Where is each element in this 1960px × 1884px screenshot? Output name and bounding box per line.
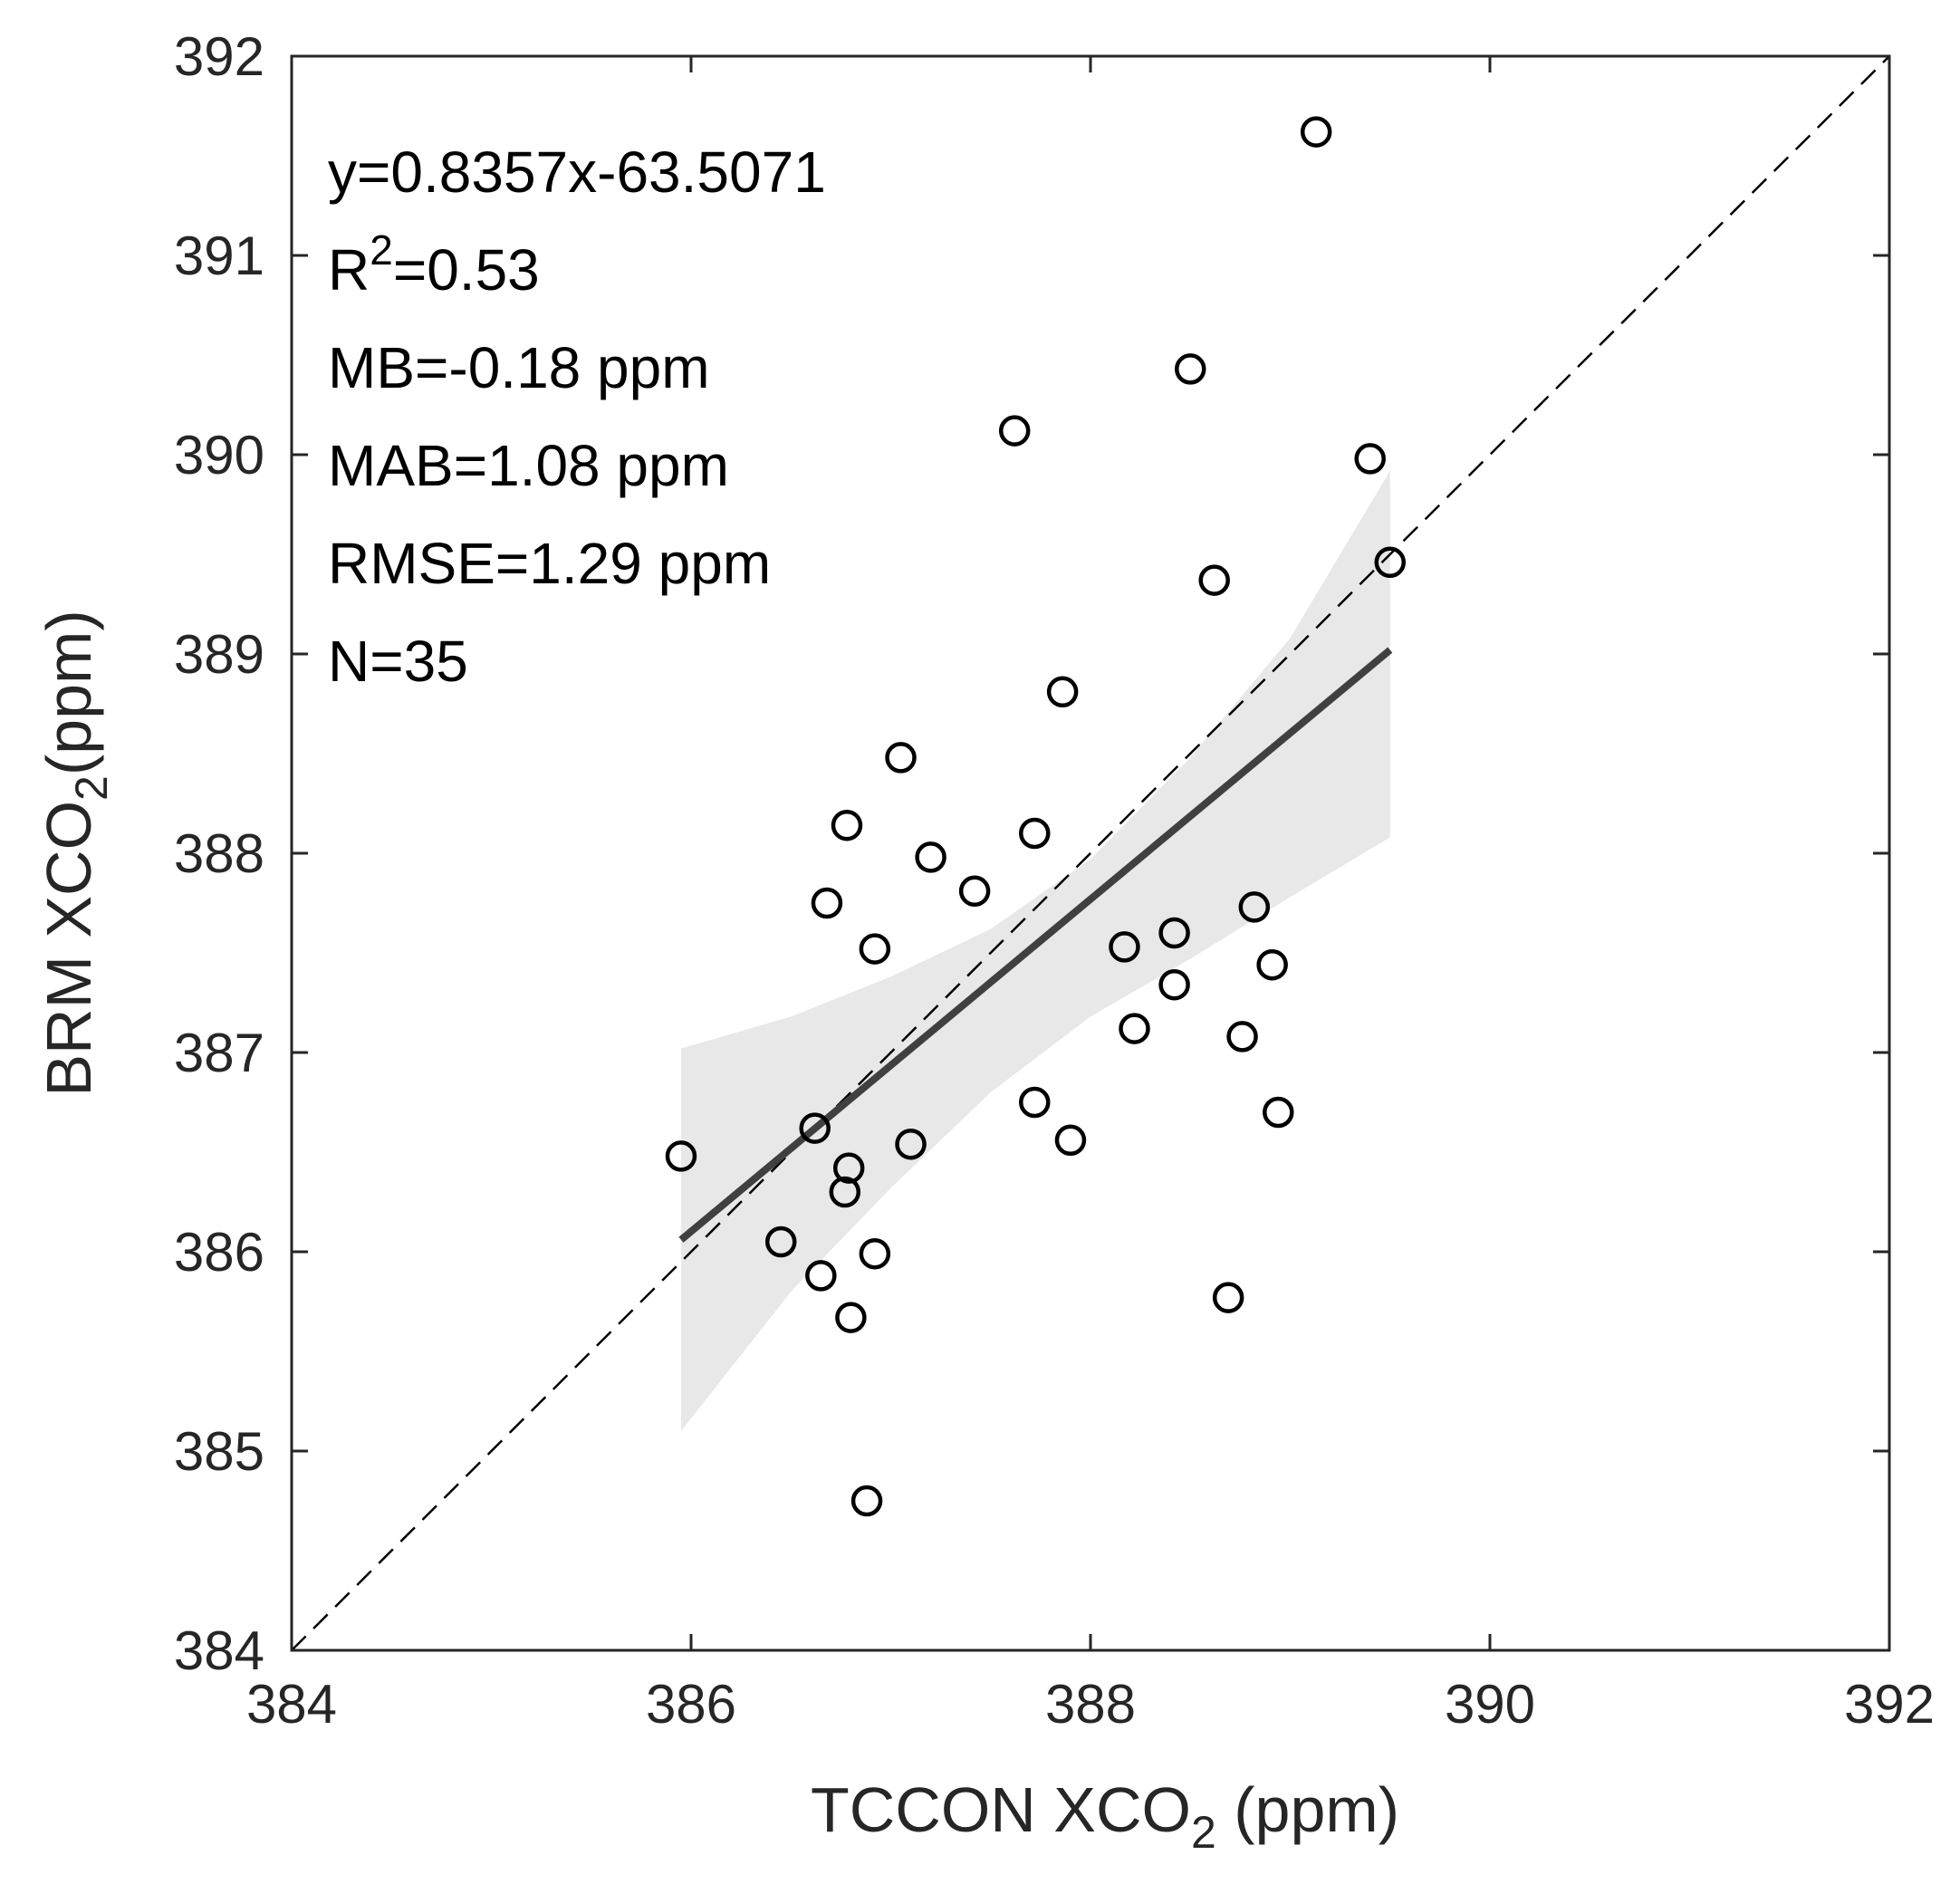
y-tick-label: 385 bbox=[174, 1421, 264, 1482]
scatter-point bbox=[1300, 116, 1332, 148]
stats-r2-value: =0.53 bbox=[393, 237, 540, 303]
scatter-point bbox=[1354, 443, 1386, 475]
scatter-point bbox=[1019, 1086, 1051, 1119]
y-tick-label: 386 bbox=[174, 1222, 264, 1283]
scatter-point bbox=[859, 933, 891, 965]
scatter-point bbox=[835, 1302, 867, 1333]
y-tick-label: 384 bbox=[174, 1620, 264, 1681]
x-tick-label: 384 bbox=[246, 1674, 337, 1735]
x-axis-title: TCCON XCO2 (ppm) bbox=[811, 1774, 1399, 1858]
stats-r2: R2=0.53 bbox=[328, 226, 540, 303]
scatter-point bbox=[895, 1128, 927, 1160]
scatter-point bbox=[805, 1260, 837, 1292]
y-axis-title: BRM XCO2(ppm) bbox=[34, 610, 117, 1096]
stats-mb: MB=-0.18 ppm bbox=[328, 335, 710, 400]
x-tick-label: 386 bbox=[646, 1674, 736, 1735]
stats-rmse: RMSE=1.29 ppm bbox=[328, 531, 771, 596]
scatter-point bbox=[1158, 917, 1190, 949]
scatter-point bbox=[915, 841, 946, 873]
y-tick-label: 388 bbox=[174, 823, 264, 884]
scatter-point bbox=[1019, 817, 1051, 850]
scatter-point bbox=[1256, 948, 1288, 981]
y-axis-title-suffix: (ppm) bbox=[34, 610, 104, 775]
x-tick-label: 390 bbox=[1445, 1674, 1535, 1735]
stats-n: N=35 bbox=[328, 629, 468, 694]
stats-r2-superscript: 2 bbox=[370, 226, 393, 274]
scatter-point bbox=[1198, 564, 1230, 596]
plot-area bbox=[291, 55, 1890, 1651]
one-to-one-reference-line bbox=[291, 55, 1890, 1651]
y-axis-title-main: BRM XCO bbox=[34, 801, 104, 1097]
scatter-point bbox=[829, 1176, 861, 1208]
stats-r2-prefix: R bbox=[328, 237, 370, 303]
scatter-point bbox=[1109, 931, 1140, 963]
y-tick-label: 392 bbox=[174, 26, 264, 87]
stats-mab: MAB=1.08 ppm bbox=[328, 433, 729, 498]
scatter-point bbox=[1238, 891, 1271, 923]
regression-fit-line bbox=[678, 647, 1393, 1243]
scatter-point bbox=[1226, 1021, 1258, 1053]
scatter-point bbox=[998, 415, 1031, 447]
y-tick-label: 387 bbox=[174, 1023, 264, 1083]
y-tick-label: 389 bbox=[174, 624, 264, 685]
tick-labels: 384 386 388 390 392 384 385 386 387 388 389 390 391 3… bbox=[174, 26, 1935, 1735]
scatter-point bbox=[1046, 676, 1079, 708]
scatter-point bbox=[832, 1152, 865, 1184]
scatter-point bbox=[1175, 353, 1206, 385]
scatter-point bbox=[1119, 1013, 1150, 1044]
scatter-point bbox=[958, 875, 991, 908]
x-axis-title-main: TCCON XCO bbox=[811, 1774, 1191, 1845]
scatter-point bbox=[1374, 546, 1406, 579]
x-tick-label: 388 bbox=[1045, 1674, 1136, 1735]
scatter-point bbox=[1263, 1096, 1294, 1129]
scatter-point bbox=[1054, 1124, 1087, 1157]
y-tick-label: 391 bbox=[174, 226, 264, 286]
scatter-point bbox=[665, 1140, 697, 1172]
y-axis-title-subscript: 2 bbox=[66, 775, 117, 801]
y-tick-label: 390 bbox=[174, 425, 264, 485]
scatter-point bbox=[1158, 968, 1190, 1001]
scatter-point bbox=[831, 809, 863, 841]
scatter-point bbox=[859, 1237, 891, 1270]
x-axis-title-suffix: (ppm) bbox=[1216, 1774, 1399, 1845]
stats-annotation: y=0.8357x-63.5071 R2=0.53 MB=-0.18 ppm M… bbox=[328, 139, 826, 694]
scatter-point bbox=[885, 742, 917, 774]
scatter-point bbox=[1212, 1282, 1244, 1313]
tick-marks bbox=[290, 54, 1891, 1652]
scatter-point bbox=[850, 1485, 883, 1517]
scatter-point bbox=[799, 1112, 831, 1144]
x-axis-title-subscript: 2 bbox=[1191, 1807, 1216, 1858]
scatter-point bbox=[811, 887, 843, 919]
scatter-point bbox=[764, 1226, 797, 1258]
stats-equation: y=0.8357x-63.5071 bbox=[328, 139, 826, 205]
x-tick-label: 392 bbox=[1844, 1674, 1935, 1735]
